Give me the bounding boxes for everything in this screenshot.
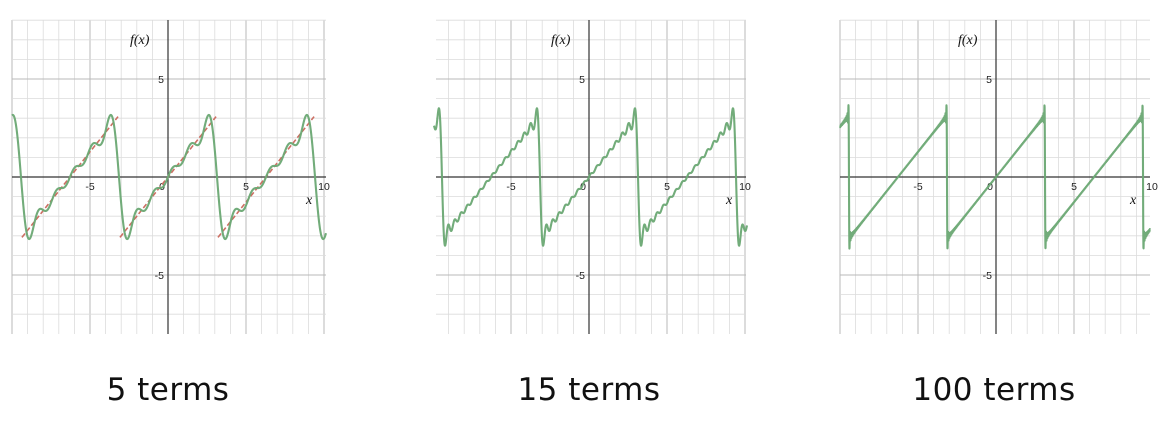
y-axis-label: f(x) <box>551 33 571 48</box>
x-axis-label: x <box>305 193 313 208</box>
fourier-plot-100-terms: -5 0 5 10 5 -5 f(x) x <box>839 19 1158 334</box>
x-tick-label: 10 <box>318 181 330 193</box>
y-tick-label: 5 <box>158 74 164 86</box>
x-tick-label: 5 <box>664 181 670 193</box>
x-tick-label: -5 <box>913 181 922 193</box>
x-tick-label: 5 <box>1071 181 1077 193</box>
caption-100-terms: 100 terms <box>912 372 1076 408</box>
x-axis-label: x <box>725 193 733 208</box>
chart-panel-100-terms: -5 0 5 10 5 -5 f(x) x <box>828 0 1168 350</box>
y-tick-label: -5 <box>155 270 164 282</box>
x-tick-label: -5 <box>506 181 515 193</box>
y-tick-label: 5 <box>579 74 585 86</box>
x-axis-label: x <box>1129 193 1137 208</box>
fourier-series-line <box>839 104 1151 250</box>
y-axis-label: f(x) <box>130 33 150 48</box>
fourier-series-line <box>432 107 749 247</box>
x-tick-label: 10 <box>739 181 751 193</box>
x-tick-label: 0 <box>580 181 586 193</box>
chart-panel-5-terms: -5 0 5 10 5 -5 f(x) x <box>0 0 340 350</box>
fourier-plot-15-terms: -5 0 5 10 5 -5 f(x) x <box>432 19 751 334</box>
x-tick-label: 0 <box>987 181 993 193</box>
x-tick-label: 10 <box>1146 181 1158 193</box>
x-tick-label: -5 <box>85 181 94 193</box>
fourier-plot-5-terms: -5 0 5 105-5f(x)x <box>11 19 330 334</box>
y-tick-label: -5 <box>983 270 992 282</box>
y-tick-label: -5 <box>576 270 585 282</box>
chart-panel-15-terms: -5 0 5 10 5 -5 f(x) x <box>420 0 760 350</box>
x-tick-label: 5 <box>243 181 249 193</box>
y-tick-label: 5 <box>986 74 992 86</box>
fourier-series-line <box>11 113 328 241</box>
caption-5-terms: 5 terms <box>106 372 230 408</box>
y-axis-label: f(x) <box>958 33 978 48</box>
caption-15-terms: 15 terms <box>517 372 661 408</box>
